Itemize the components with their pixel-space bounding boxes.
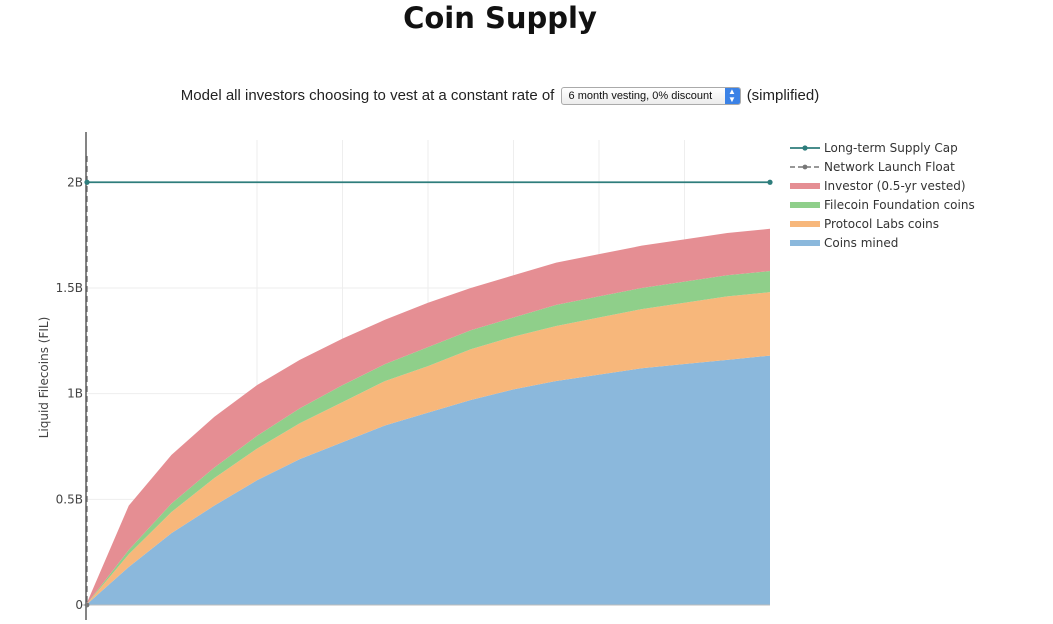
legend-label-2: Investor (0.5-yr vested) <box>824 179 966 193</box>
legend-label-5: Coins mined <box>824 236 898 250</box>
area-series-1 <box>86 292 770 605</box>
select-arrows-icon: ▲ ▼ <box>724 88 740 105</box>
legend-label-4: Protocol Labs coins <box>824 217 939 231</box>
legend-marker-1 <box>802 164 808 170</box>
legend-swatch-4 <box>790 221 820 227</box>
network-launch-float-marker <box>84 602 90 608</box>
y-tick-label-0: 0 <box>75 598 83 612</box>
legend-label-3: Filecoin Foundation coins <box>824 198 975 212</box>
area-series-0 <box>86 355 770 605</box>
y-tick-label-1: 0.5B <box>56 492 83 506</box>
legend-swatch-3 <box>790 202 820 208</box>
legend-label-0: Long-term Supply Cap <box>824 141 958 155</box>
vesting-suffix-text: (simplified) <box>746 87 820 105</box>
area-series-3 <box>86 228 770 606</box>
supply-cap-marker-end <box>767 179 773 185</box>
legend-swatch-5 <box>790 240 820 246</box>
legend-swatch-2 <box>790 183 820 189</box>
legend-label-1: Network Launch Float <box>824 160 955 174</box>
vesting-controls: Model all investors choosing to vest at … <box>0 85 1000 107</box>
y-tick-label-2: 1B <box>67 387 83 401</box>
y-tick-label-4: 2B <box>67 175 83 189</box>
vesting-prefix-text: Model all investors choosing to vest at … <box>180 87 555 105</box>
vesting-select-value: 6 month vesting, 0% discount <box>568 90 713 103</box>
y-tick-label-3: 1.5B <box>56 281 83 295</box>
page-title: Coin Supply <box>403 1 597 35</box>
legend-marker-0 <box>802 145 808 151</box>
vesting-select[interactable]: 6 month vesting, 0% discount ▲ ▼ <box>560 87 741 106</box>
y-axis-title: Liquid Filecoins (FIL) <box>37 317 51 439</box>
supply-cap-marker-start <box>84 179 90 185</box>
